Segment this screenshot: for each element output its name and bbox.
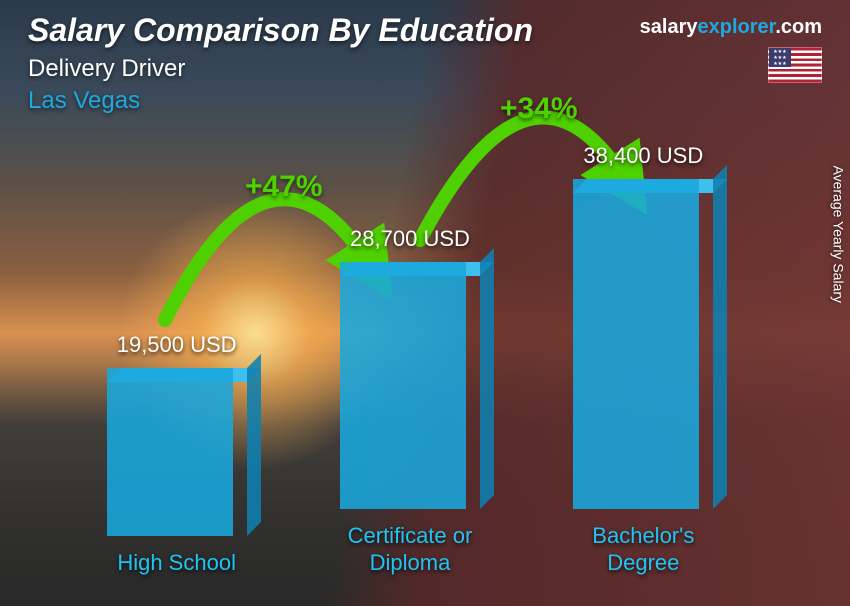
bar-front-2 — [573, 179, 699, 509]
bar-value-1: 28,700 USD — [350, 226, 470, 252]
bar-side-2 — [713, 165, 727, 509]
bar-front-0 — [107, 368, 233, 536]
bar-group-0: 19,500 USD High School — [77, 332, 277, 576]
brand-tld: .com — [775, 16, 822, 38]
flag-icon — [768, 47, 822, 83]
bar-chart: 19,500 USD High School 28,700 USD Certif… — [60, 96, 760, 576]
bar-label-1: Certificate orDiploma — [348, 523, 473, 576]
brand-prefix: salary — [640, 16, 698, 38]
bar-side-1 — [480, 248, 494, 509]
bar-label-0: High School — [117, 550, 236, 576]
bar-side-0 — [247, 354, 261, 536]
bar-group-2: 38,400 USD Bachelor'sDegree — [543, 143, 743, 576]
y-axis-label: Average Yearly Salary — [830, 166, 846, 304]
bar-2 — [573, 179, 713, 509]
bar-front-1 — [340, 262, 466, 509]
bar-label-2: Bachelor'sDegree — [592, 523, 694, 576]
bar-1 — [340, 262, 480, 509]
bar-group-1: 28,700 USD Certificate orDiploma — [310, 226, 510, 576]
bar-value-2: 38,400 USD — [583, 143, 703, 169]
bar-value-0: 19,500 USD — [117, 332, 237, 358]
brand-block: salaryexplorer.com — [640, 16, 822, 83]
bar-0 — [107, 368, 247, 536]
brand-text: salaryexplorer.com — [640, 16, 822, 39]
brand-suffix: explorer — [697, 16, 775, 38]
